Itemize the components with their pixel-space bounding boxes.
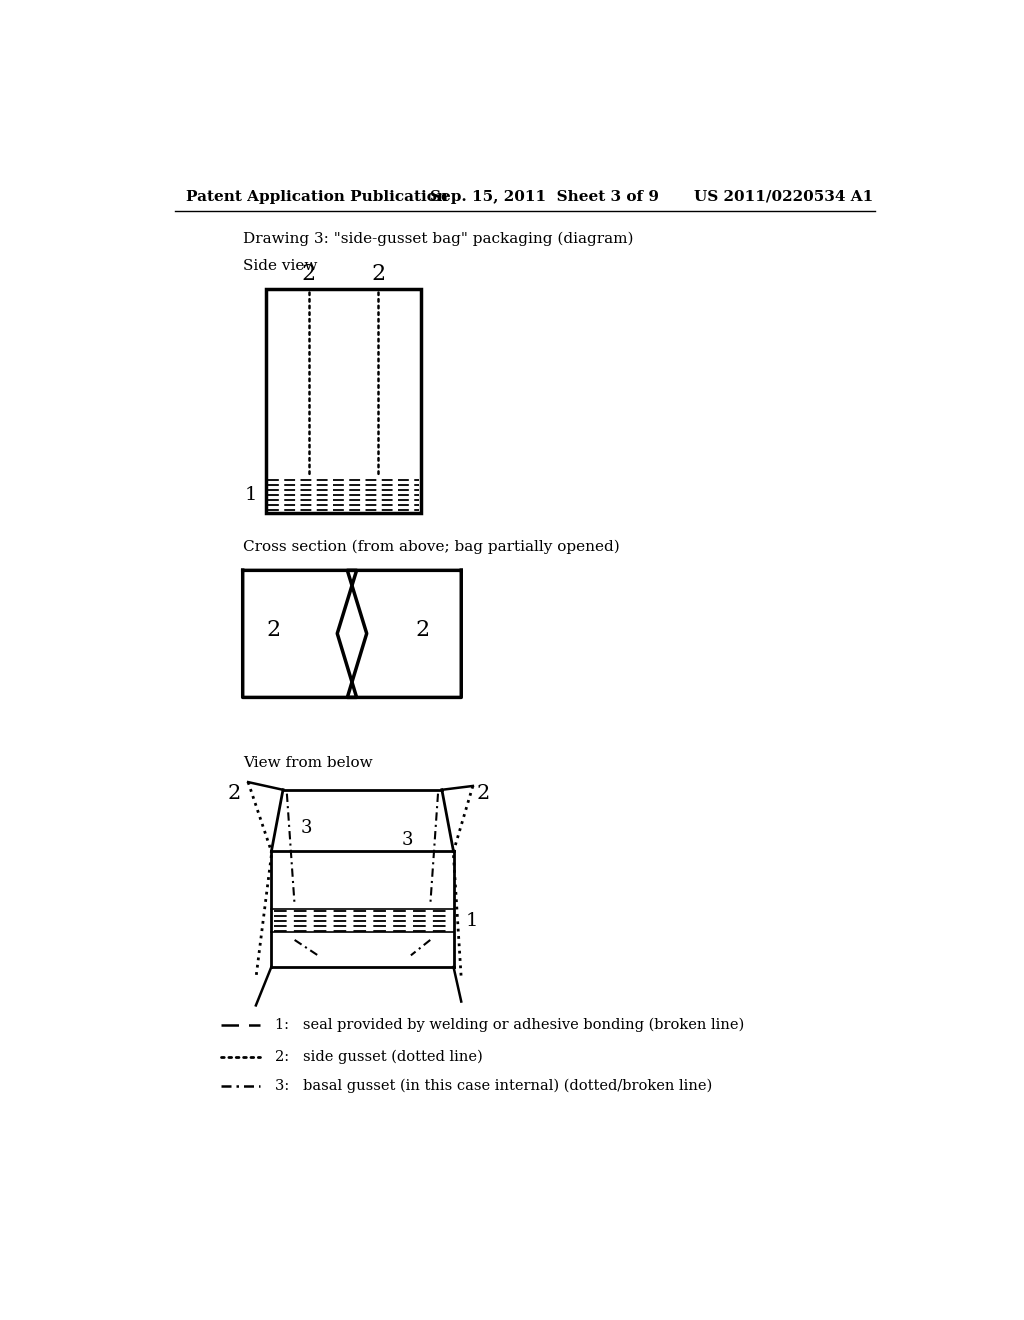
Text: 2: 2 bbox=[266, 619, 281, 640]
Text: 3: 3 bbox=[300, 820, 312, 837]
Text: 2: 2 bbox=[372, 263, 385, 285]
Text: 1:   seal provided by welding or adhesive bonding (broken line): 1: seal provided by welding or adhesive … bbox=[275, 1018, 744, 1032]
Text: 2: 2 bbox=[416, 619, 429, 640]
Text: 1: 1 bbox=[465, 912, 477, 929]
Text: 2: 2 bbox=[477, 784, 490, 803]
Text: Drawing 3: "side-gusset bag" packaging (diagram): Drawing 3: "side-gusset bag" packaging (… bbox=[243, 232, 633, 247]
Text: 3:   basal gusset (in this case internal) (dotted/broken line): 3: basal gusset (in this case internal) … bbox=[275, 1078, 713, 1093]
Text: 2:   side gusset (dotted line): 2: side gusset (dotted line) bbox=[275, 1049, 483, 1064]
Text: Cross section (from above; bag partially opened): Cross section (from above; bag partially… bbox=[243, 540, 620, 554]
Text: 2: 2 bbox=[227, 784, 241, 803]
Text: View from below: View from below bbox=[243, 756, 373, 770]
Text: 1: 1 bbox=[245, 486, 257, 504]
Text: Patent Application Publication: Patent Application Publication bbox=[186, 190, 449, 203]
Text: 3: 3 bbox=[401, 830, 413, 849]
Text: US 2011/0220534 A1: US 2011/0220534 A1 bbox=[693, 190, 873, 203]
Text: Sep. 15, 2011  Sheet 3 of 9: Sep. 15, 2011 Sheet 3 of 9 bbox=[430, 190, 659, 203]
Text: Side view: Side view bbox=[243, 259, 317, 273]
Bar bbox=[266, 289, 421, 512]
Text: 2: 2 bbox=[301, 263, 315, 285]
